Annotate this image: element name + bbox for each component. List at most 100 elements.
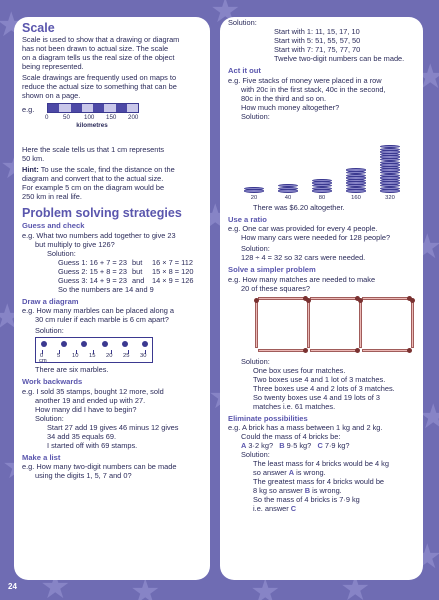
marble — [101, 341, 108, 347]
match-stick — [255, 299, 258, 348]
text-span: is wrong. — [294, 468, 326, 477]
text-line: 20 of these squares? — [241, 283, 311, 293]
match-head — [358, 297, 363, 303]
simpler-heading: Solve a simpler problem — [228, 265, 316, 274]
text-line: shown on a page. — [22, 91, 81, 100]
ruler-number: 5 — [57, 353, 61, 359]
match-stick — [362, 296, 410, 300]
hint-label: Hint: — [22, 165, 39, 174]
coin-stack — [380, 145, 400, 193]
solution-label: Solution: — [35, 413, 64, 423]
ratio-section: e.g. One car was provided for every 4 pe… — [228, 224, 417, 262]
text-line: Start with 7: 71, 75, 77, 70 — [274, 45, 361, 54]
text-line: For example 5 cm on the diagram would be — [22, 183, 165, 192]
diagram-heading: Draw a diagram — [22, 296, 79, 306]
text-cell: Guess 2: 15 + 8 = 23 — [58, 266, 128, 276]
text-line: another 19 and ended up with 27. — [35, 395, 146, 405]
match-stick — [411, 299, 414, 348]
text-line: I started off with 69 stamps. — [47, 440, 138, 450]
coin-stack-label: 80 — [318, 194, 326, 201]
ruler-number: 10 — [72, 353, 79, 359]
text-line: on a diagram tells us the real size of t… — [22, 53, 175, 62]
match-stick — [307, 299, 310, 348]
text-line: but multiply to give 126? — [35, 239, 115, 249]
option-letter: A — [241, 441, 247, 450]
left-panel: Scale Scale is used to show that a drawi… — [14, 17, 210, 580]
solution-label: Solution: — [228, 18, 257, 27]
match-head — [407, 347, 412, 353]
text-line: Start 27 add 19 gives 46 minus 12 gives — [47, 422, 179, 432]
list-solution: Solution: Start with 1: 11, 15, 17, 10 S… — [228, 18, 417, 63]
text-line: e.g. I sold 35 stamps, bought 12 more, s… — [22, 386, 164, 396]
diagram-section: e.g. How many marbles can be placed alon… — [22, 306, 203, 374]
scale-number: 100 — [84, 114, 95, 121]
text-line: diagram and convert that to the actual s… — [22, 174, 164, 183]
text-line: 80c in the third and so on. — [241, 93, 327, 103]
text-line: matches i.e. 61 matches. — [253, 401, 336, 411]
text-cell: Guess 3: 14 + 9 = 23 — [58, 275, 128, 285]
eliminate-options: A 3·2 kg? B 9·5 kg? C 7·9 kg? — [228, 441, 417, 450]
text-line: 30 cm ruler if each marble is 6 cm apart… — [35, 315, 169, 324]
option-letter: C — [290, 504, 297, 513]
coin-stack-label: 40 — [284, 194, 292, 201]
scale-number: 50 — [63, 114, 70, 121]
solution-label: Solution: — [241, 244, 270, 253]
ruler-number: 25 — [123, 353, 130, 359]
text-line: Scale drawings are frequently used on ma… — [22, 73, 177, 82]
scale-number: 0 — [45, 114, 49, 121]
star-icon: ★ — [418, 398, 439, 436]
text-line: There was $6.20 altogether. — [253, 202, 345, 212]
text-line: One box uses four matches. — [253, 365, 346, 375]
guess-section: e.g. What two numbers add together to gi… — [22, 231, 203, 294]
coin — [312, 189, 332, 193]
match-head — [306, 297, 311, 303]
match-head — [410, 297, 415, 303]
option-letter: B — [279, 441, 285, 450]
text-line: So twenty boxes use 4 and 19 lots of 3 — [253, 392, 380, 402]
list-heading: Make a list — [22, 452, 61, 462]
text-span: i.e. answer — [253, 504, 291, 513]
option-text: 3·2 kg? — [246, 441, 274, 450]
text-line: with 20c in the first stack, 40c in the … — [241, 84, 386, 94]
text-cell: but — [132, 257, 143, 267]
coin — [244, 189, 264, 193]
text-line: The least mass for 4 bricks would be 4 k… — [253, 459, 389, 468]
act-section: e.g. Five stacks of money were placed in… — [228, 76, 417, 212]
ruler-diagram: 0 5 10 15 20 25 30 cm — [35, 337, 153, 364]
solution-label: Solution: — [241, 450, 270, 459]
marble — [141, 341, 148, 347]
text-line: Three boxes use 4 and 2 lots of 3 matche… — [253, 383, 395, 393]
match-stick — [359, 299, 362, 348]
text-cell: 14 × 9 = 126 — [152, 275, 194, 285]
text-line: To use the scale, find the distance on t… — [38, 165, 175, 174]
text-line: e.g. A brick has a mass between 1 kg and… — [228, 423, 383, 432]
coin-stack-label: 160 — [351, 194, 361, 201]
eg-label: e.g. — [22, 105, 35, 114]
scale-intro: Scale is used to show that a drawing or … — [22, 35, 203, 100]
text-line: There are six marbles. — [35, 365, 109, 374]
marble — [41, 341, 47, 347]
act-heading: Act it out — [228, 66, 261, 75]
text-cell: and — [132, 275, 145, 285]
text-line: 8 kg so answer B is wrong. — [228, 486, 417, 495]
coin-stack — [346, 168, 366, 193]
text-line: i.e. answer C — [228, 504, 417, 513]
strategies-title: Problem solving strategies — [22, 206, 182, 220]
coin — [380, 189, 400, 193]
text-line: e.g. Five stacks of money were placed in… — [228, 75, 382, 85]
ruler-unit: cm — [39, 358, 47, 364]
text-line: has not been drawn to actual size. The s… — [22, 44, 169, 53]
guess-row: Guess 3: 14 + 9 = 23 and 14 × 9 = 126 — [22, 276, 203, 285]
ratio-heading: Use a ratio — [228, 214, 267, 224]
match-head — [355, 347, 360, 353]
text-cell: but — [132, 266, 143, 276]
text-line: e.g. How many marbles can be placed alon… — [22, 306, 175, 315]
match-head — [355, 295, 360, 301]
scale-title: Scale — [22, 21, 55, 35]
scale-explanation: Here the scale tells us that 1 cm repres… — [22, 145, 203, 201]
text-line: using the digits 1, 5, 7 and 0? — [35, 471, 132, 480]
text-line: e.g. What two numbers add together to gi… — [22, 230, 176, 240]
guess-heading: Guess and check — [22, 221, 85, 230]
text-line: So the mass of 4 bricks is 7·9 kg — [253, 495, 360, 504]
text-line: e.g. How many matches are needed to make — [228, 274, 376, 284]
